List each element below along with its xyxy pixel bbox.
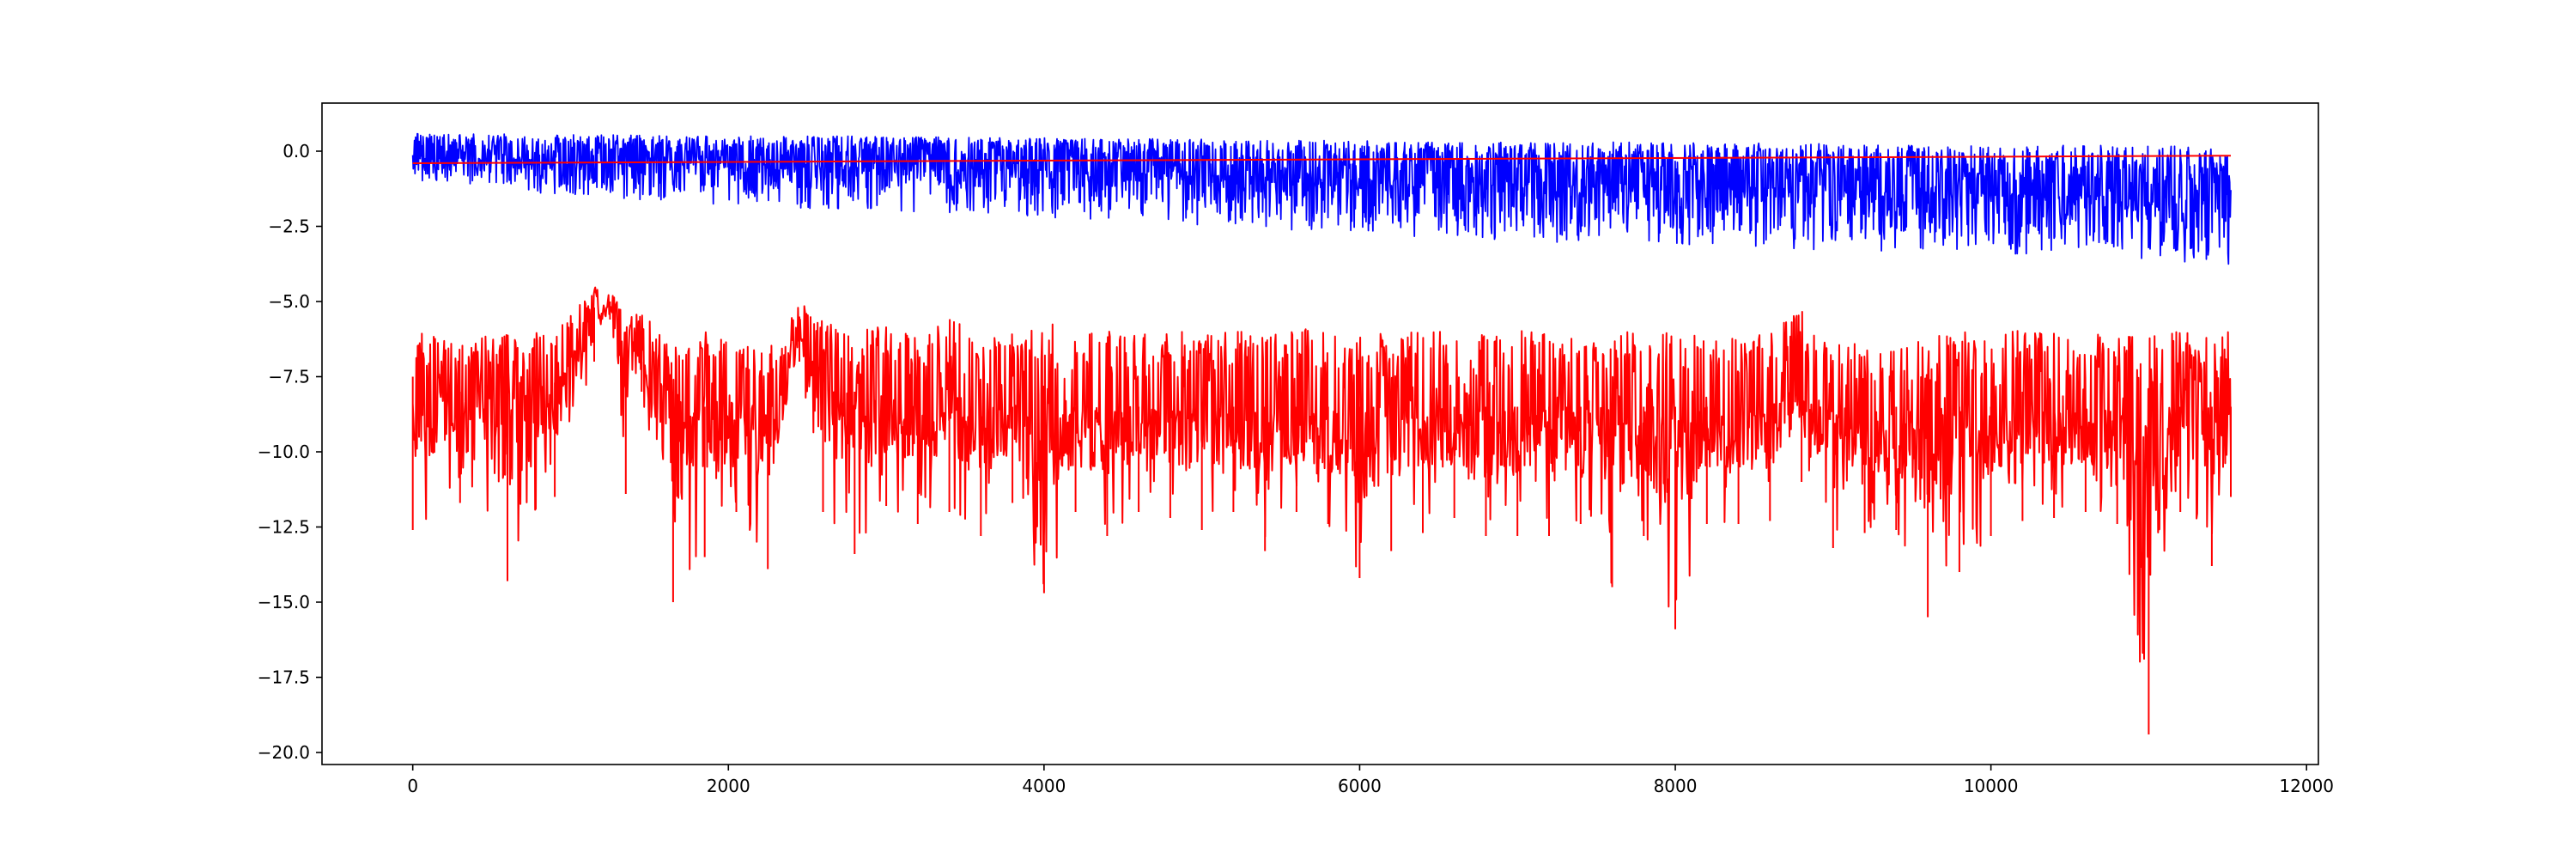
y-tick-label: −5.0 (268, 291, 310, 312)
y-tick-label: 0.0 (283, 141, 310, 161)
x-axis: 0 2000 4000 6000 8000 10000 12000 (407, 765, 2334, 796)
x-tick-label: 10000 (1964, 776, 2019, 796)
x-tick-label: 6000 (1338, 776, 1382, 796)
x-tick-label: 4000 (1022, 776, 1066, 796)
x-tick-label: 8000 (1654, 776, 1698, 796)
series-layer (411, 132, 2232, 734)
x-tick-label: 12000 (2279, 776, 2334, 796)
y-tick-label: −20.0 (258, 742, 310, 763)
y-tick-label: −17.5 (258, 667, 310, 688)
y-tick-label: −2.5 (268, 216, 310, 237)
series-1-line (412, 155, 2232, 164)
x-tick-label: 0 (407, 776, 418, 796)
x-tick-label: 2000 (707, 776, 750, 796)
y-tick-label: −10.0 (258, 442, 310, 462)
y-tick-label: −15.0 (258, 592, 310, 612)
series-2-line (411, 286, 2232, 734)
axes-frame (321, 102, 2319, 765)
series-0-line (411, 132, 2232, 265)
y-tick-label: −7.5 (268, 367, 310, 387)
y-axis: 0.0 −2.5 −5.0 −7.5 −10.0 −12.5 −15.0 −17.5 −20.0 (258, 141, 322, 763)
y-tick-label: −12.5 (258, 517, 310, 538)
